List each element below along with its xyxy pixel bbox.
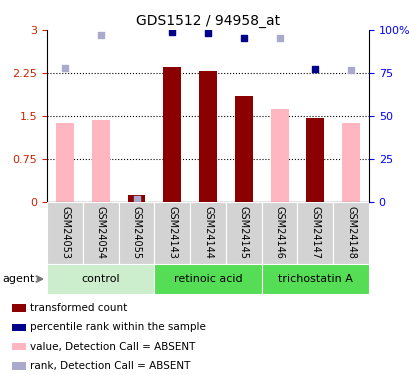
Point	[62, 65, 68, 71]
Bar	[261, 264, 368, 294]
Bar	[118, 202, 154, 264]
Bar	[234, 96, 252, 202]
Bar	[127, 195, 145, 202]
Text: GSM24147: GSM24147	[310, 206, 319, 259]
Point	[347, 68, 353, 74]
Text: agent: agent	[2, 274, 35, 284]
Bar	[199, 71, 216, 202]
Text: transformed count: transformed count	[30, 303, 127, 313]
Bar	[154, 264, 261, 294]
Text: GSM24054: GSM24054	[96, 206, 106, 259]
Bar	[154, 202, 190, 264]
Text: GSM24055: GSM24055	[131, 206, 141, 259]
Text: GSM24144: GSM24144	[202, 206, 213, 259]
Bar	[47, 202, 83, 264]
Text: retinoic acid: retinoic acid	[173, 274, 242, 284]
Bar	[12, 324, 26, 331]
Bar	[270, 109, 288, 202]
Bar	[297, 202, 333, 264]
Point	[133, 196, 139, 202]
Point	[240, 35, 247, 41]
Bar	[306, 118, 324, 202]
Text: control: control	[81, 274, 120, 284]
Text: rank, Detection Call = ABSENT: rank, Detection Call = ABSENT	[30, 361, 190, 371]
Text: GSM24053: GSM24053	[60, 206, 70, 259]
Bar	[12, 362, 26, 370]
Text: value, Detection Call = ABSENT: value, Detection Call = ABSENT	[30, 342, 195, 352]
Bar	[163, 67, 181, 202]
Point	[97, 32, 104, 38]
Point	[311, 66, 318, 72]
Text: GSM24146: GSM24146	[274, 206, 284, 259]
Title: GDS1512 / 94958_at: GDS1512 / 94958_at	[136, 13, 279, 28]
Bar	[83, 202, 118, 264]
Bar	[12, 304, 26, 312]
Bar	[342, 123, 359, 202]
Point	[169, 29, 175, 35]
Text: trichostatin A: trichostatin A	[277, 274, 352, 284]
Bar	[261, 202, 297, 264]
Text: GSM24148: GSM24148	[345, 206, 355, 259]
Bar	[92, 120, 110, 202]
Bar	[12, 343, 26, 351]
Bar	[225, 202, 261, 264]
Bar	[333, 202, 368, 264]
Text: GSM24145: GSM24145	[238, 206, 248, 259]
Bar	[190, 202, 225, 264]
Bar	[56, 123, 74, 202]
Point	[204, 30, 211, 36]
Text: percentile rank within the sample: percentile rank within the sample	[30, 322, 205, 332]
Bar	[47, 264, 154, 294]
Point	[276, 35, 282, 41]
Text: GSM24143: GSM24143	[167, 206, 177, 259]
